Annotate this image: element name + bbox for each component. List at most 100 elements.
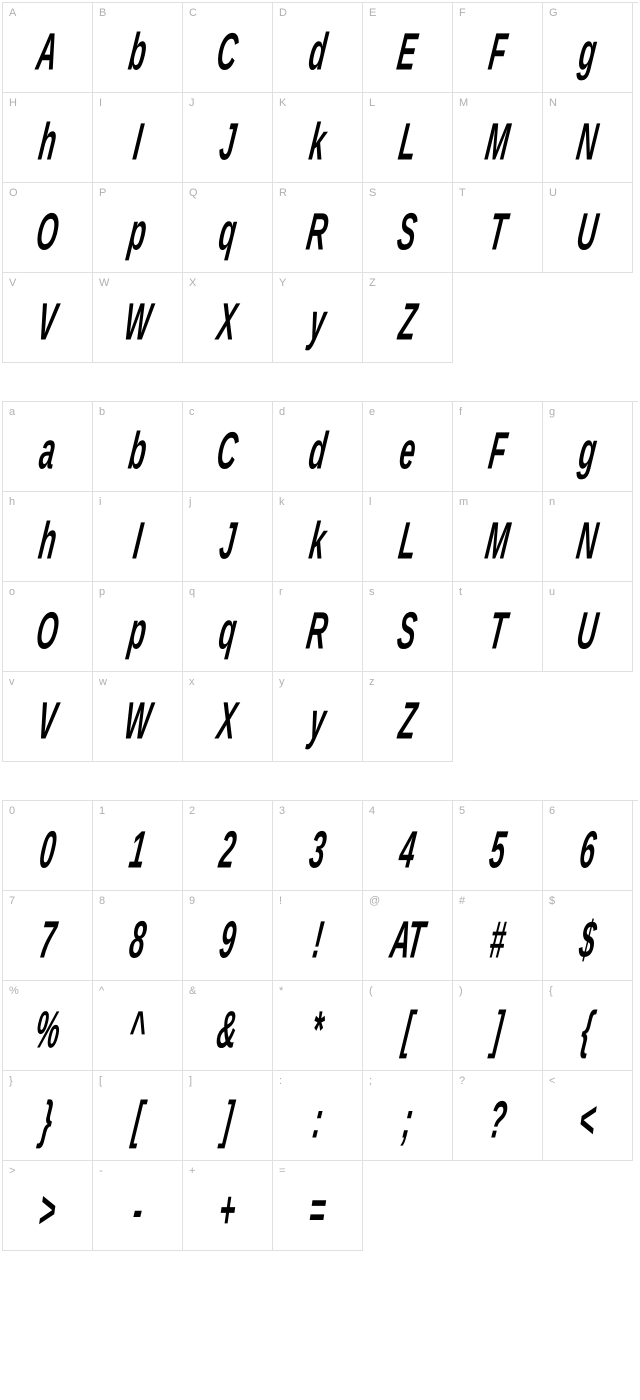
glyph-char: U [574, 597, 601, 657]
glyph-label: w [99, 676, 107, 688]
glyph-char: & [214, 996, 241, 1056]
glyph-char: h [36, 108, 60, 168]
glyph-cell: MM [453, 93, 543, 183]
glyph-cell: ** [273, 981, 363, 1071]
glyph-char: p [126, 597, 150, 657]
glyph-char: M [483, 108, 513, 168]
glyph-label: % [9, 985, 19, 997]
glyph-char: : [309, 1086, 325, 1146]
glyph-cell: AA [3, 3, 93, 93]
glyph-char: Z [396, 687, 420, 747]
glyph-cell: FF [453, 3, 543, 93]
glyph-cell: WW [93, 273, 183, 363]
glyph-cell: LL [363, 93, 453, 183]
glyph-cell: oO [3, 582, 93, 672]
glyph-char: b [126, 417, 150, 477]
glyph-label: I [99, 97, 102, 109]
glyph-char: S [395, 198, 420, 258]
glyph-char: 8 [126, 906, 148, 966]
glyph-cell: zZ [363, 672, 453, 762]
glyph-label: + [189, 1165, 195, 1177]
glyph-label: K [279, 97, 286, 109]
glyph-char: h [36, 507, 60, 567]
glyph-char: k [306, 507, 328, 567]
glyph-label: L [369, 97, 375, 109]
glyph-cell: hh [3, 492, 93, 582]
glyph-cell: 88 [93, 891, 183, 981]
glyph-char: V [35, 687, 60, 747]
glyph-label: H [9, 97, 17, 109]
glyph-label: v [9, 676, 15, 688]
glyph-cell: VV [3, 273, 93, 363]
glyph-label: u [549, 586, 555, 598]
glyph-cell: %% [3, 981, 93, 1071]
glyph-char: 7 [36, 906, 58, 966]
glyph-cell: Gg [543, 3, 633, 93]
glyph-char: L [396, 108, 420, 168]
glyph-char: # [486, 906, 508, 966]
glyph-label: < [549, 1075, 555, 1087]
glyph-label: B [99, 7, 106, 19]
glyph-cell: RR [273, 183, 363, 273]
glyph-label: n [549, 496, 555, 508]
glyph-label: o [9, 586, 15, 598]
glyph-char: 4 [396, 816, 418, 876]
glyph-char: 9 [216, 906, 238, 966]
glyph-label: k [279, 496, 285, 508]
glyph-label: V [9, 277, 16, 289]
glyph-char: M [483, 507, 513, 567]
glyph-char: C [214, 417, 241, 477]
glyph-cell: XX [183, 273, 273, 363]
glyph-cell: ++ [183, 1161, 273, 1251]
glyph-label: J [189, 97, 195, 109]
glyph-char: 0 [36, 816, 58, 876]
glyph-char: ? [486, 1086, 510, 1146]
glyph-cell: qq [183, 582, 273, 672]
glyph-cell: ([ [363, 981, 453, 1071]
glyph-section-lowercase: aabbcCddeefFgghhiIjJkklLmMnNoOppqqrRsStT… [2, 401, 638, 762]
glyph-char: d [306, 18, 330, 78]
glyph-label: G [549, 7, 558, 19]
glyph-cell: 99 [183, 891, 273, 981]
glyph-char: ! [309, 906, 325, 966]
glyph-label: 4 [369, 805, 375, 817]
glyph-cell: iI [93, 492, 183, 582]
glyph-label: F [459, 7, 466, 19]
glyph-label: 8 [99, 895, 105, 907]
glyph-char: F [486, 18, 510, 78]
glyph-char: 5 [486, 816, 508, 876]
glyph-char: b [126, 18, 150, 78]
glyph-label: Z [369, 277, 376, 289]
glyph-char: g [576, 18, 600, 78]
glyph-label: ? [459, 1075, 465, 1087]
glyph-char: C [214, 18, 241, 78]
glyph-char: S [395, 597, 420, 657]
glyph-label: s [369, 586, 375, 598]
glyph-char: W [121, 288, 154, 348]
glyph-label: j [189, 496, 191, 508]
glyph-cell: yy [273, 672, 363, 762]
glyph-cell: II [93, 93, 183, 183]
glyph-cell: [[ [93, 1071, 183, 1161]
glyph-cell: dd [273, 402, 363, 492]
glyph-char: I [130, 108, 145, 168]
glyph-label: ] [189, 1075, 192, 1087]
glyph-char: $ [576, 906, 598, 966]
glyph-label: O [9, 187, 18, 199]
glyph-char: O [33, 198, 61, 258]
glyph-label: Y [279, 277, 286, 289]
glyph-char: 3 [306, 816, 328, 876]
glyph-cell: 66 [543, 801, 633, 891]
glyph-label: W [99, 277, 109, 289]
glyph-label: c [189, 406, 195, 418]
glyph-cell: 00 [3, 801, 93, 891]
glyph-cell: JJ [183, 93, 273, 183]
glyph-cell: )] [453, 981, 543, 1071]
glyph-char: N [574, 108, 601, 168]
glyph-cell: kk [273, 492, 363, 582]
glyph-char: y [306, 288, 328, 348]
glyph-label: { [549, 985, 553, 997]
glyph-label: l [369, 496, 371, 508]
glyph-cell: aa [3, 402, 93, 492]
glyph-cell: >> [3, 1161, 93, 1251]
